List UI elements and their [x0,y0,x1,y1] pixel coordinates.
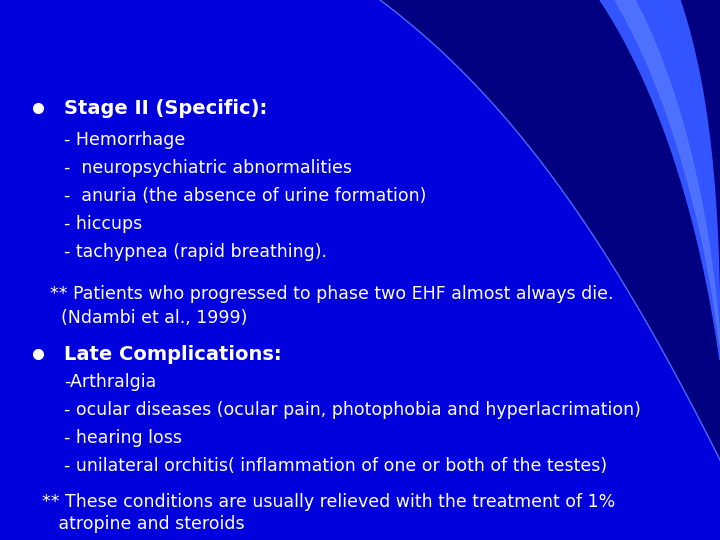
Text: - Hemorrhage: - Hemorrhage [64,131,185,149]
Polygon shape [615,0,720,345]
Text: -Arthralgia: -Arthralgia [64,373,156,391]
Text: -  anuria (the absence of urine formation): - anuria (the absence of urine formation… [64,187,426,205]
Text: Stage II (Specific):: Stage II (Specific): [64,98,267,118]
Text: (Ndambi et al., 1999): (Ndambi et al., 1999) [50,309,248,327]
Text: - hiccups: - hiccups [64,215,143,233]
Text: Late Complications:: Late Complications: [64,345,282,363]
Text: atropine and steroids: atropine and steroids [42,515,245,533]
Text: - tachypnea (rapid breathing).: - tachypnea (rapid breathing). [64,243,327,261]
Text: ** These conditions are usually relieved with the treatment of 1%: ** These conditions are usually relieved… [42,493,616,511]
Polygon shape [600,0,720,360]
Text: - hearing loss: - hearing loss [64,429,182,447]
Text: - unilateral orchitis( inflammation of one or both of the testes): - unilateral orchitis( inflammation of o… [64,457,607,475]
Text: - ocular diseases (ocular pain, photophobia and hyperlacrimation): - ocular diseases (ocular pain, photopho… [64,401,641,419]
Text: -  neuropsychiatric abnormalities: - neuropsychiatric abnormalities [64,159,352,177]
Text: ** Patients who progressed to phase two EHF almost always die.: ** Patients who progressed to phase two … [50,285,613,303]
